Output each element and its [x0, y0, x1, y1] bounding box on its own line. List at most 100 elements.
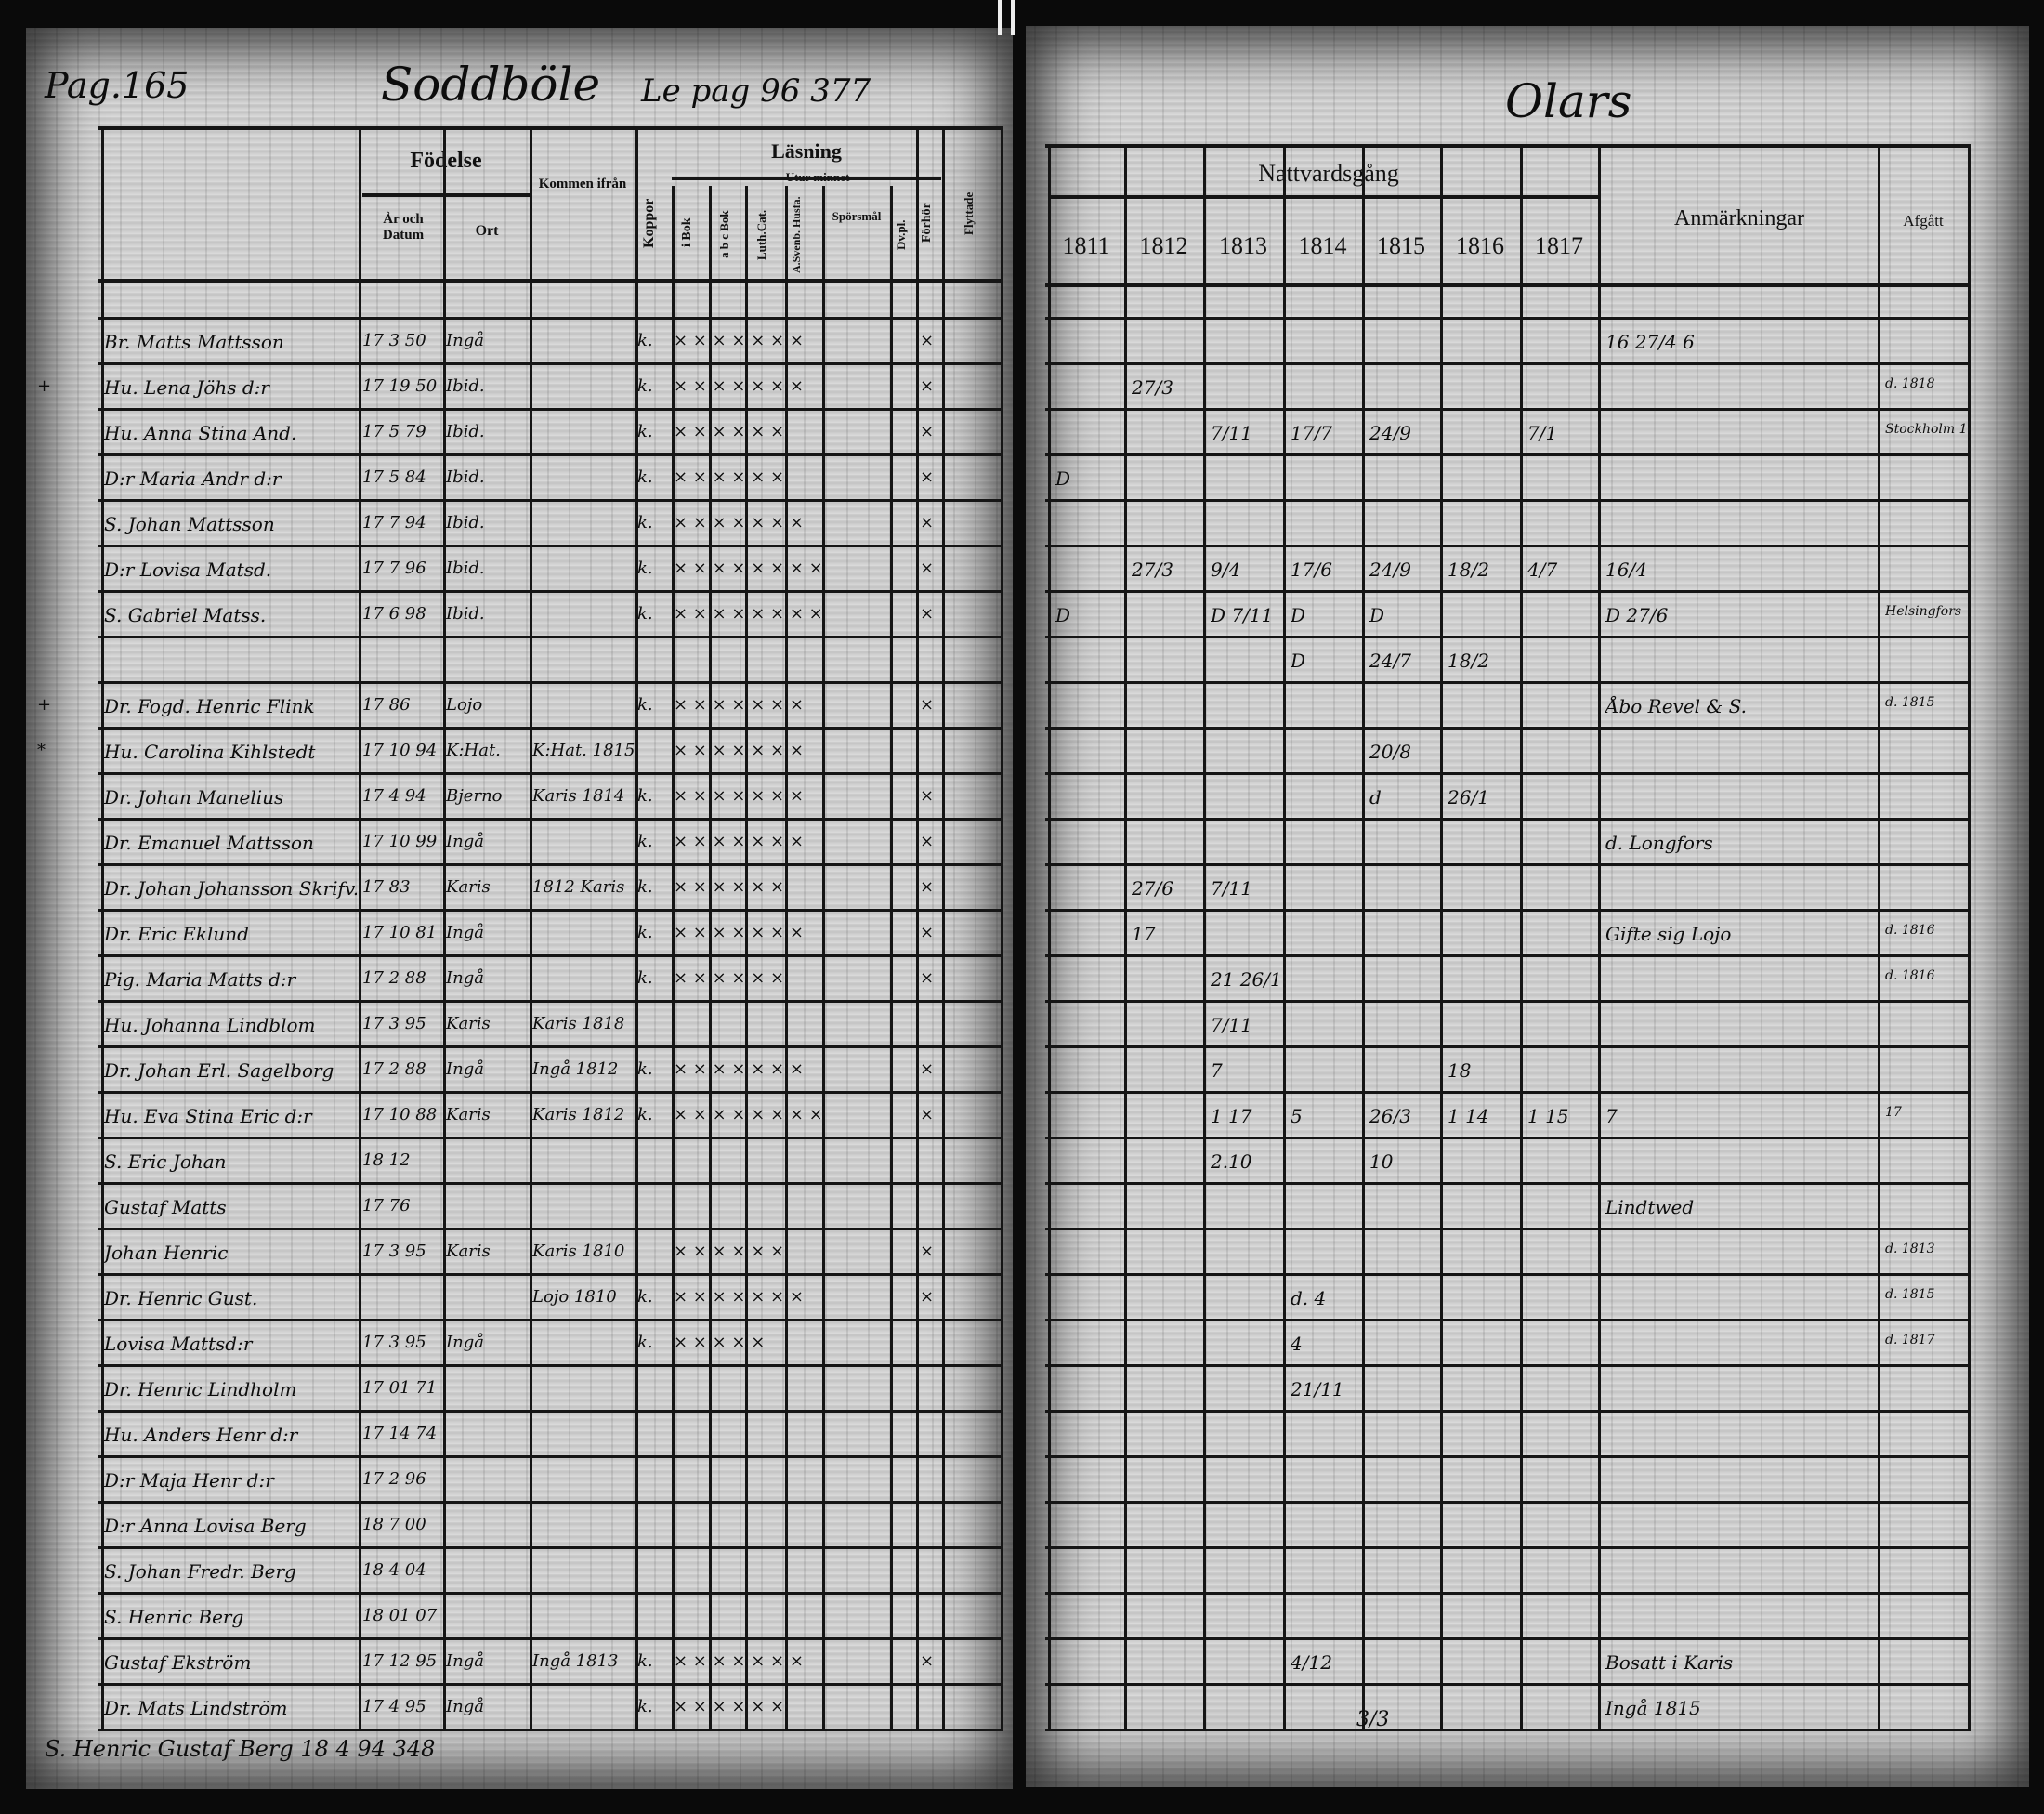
- ruled-line: [98, 863, 1003, 866]
- person-name: Dr. Johan Manelius: [104, 786, 284, 808]
- year-header-1813: 1813: [1219, 232, 1267, 259]
- person-name: Dr. Emanuel Mattsson: [104, 832, 314, 854]
- ruled-line: [98, 590, 1003, 593]
- ruled-line: [98, 1683, 1003, 1686]
- ruled-line: [98, 818, 1003, 821]
- ruled-line: [1045, 1455, 1971, 1458]
- year-header-1815: 1815: [1377, 232, 1425, 259]
- person-name: Hu. Anders Henr d:r: [104, 1424, 298, 1446]
- left-page: [26, 28, 1013, 1789]
- year-header-1814: 1814: [1298, 232, 1347, 259]
- birth-date: 17 3 95: [362, 1242, 426, 1261]
- ruled-line: [101, 130, 104, 1731]
- page-reference: Le pag 96 377: [641, 72, 871, 110]
- ruled-line: [98, 1045, 1003, 1048]
- person-name: Pig. Maria Matts d:r: [104, 968, 296, 991]
- ruled-line: [916, 130, 919, 1731]
- communion-entry-1812: 27/6: [1132, 877, 1173, 900]
- reading-marks: × × × × × × ×: [674, 376, 804, 396]
- communion-entry-1815: 10: [1369, 1150, 1394, 1173]
- forhor-mark: ×: [920, 559, 935, 578]
- forhor-mark: ×: [920, 1105, 935, 1124]
- person-name: D:r Maria Andr d:r: [104, 467, 282, 490]
- forhor-mark: ×: [920, 1059, 935, 1079]
- moved-from: Karis 1814: [532, 786, 625, 806]
- person-name: Br. Matts Mattsson: [104, 331, 284, 353]
- ruled-line: [98, 454, 1003, 456]
- communion-entry-notes: 16/4: [1605, 559, 1647, 581]
- ruled-line: [1968, 147, 1971, 1731]
- birth-place: Bjerno: [446, 786, 503, 806]
- reading-marks: × × × × × × ×: [674, 832, 804, 851]
- page-number: Pag.165: [45, 65, 190, 106]
- birth-date: 17 83: [362, 877, 411, 897]
- forhor-mark: ×: [920, 467, 935, 487]
- header-lasning: Läsning: [771, 139, 842, 163]
- koppor-mark: k.: [637, 695, 653, 715]
- communion-entry-1812: 27/3: [1132, 559, 1173, 581]
- header-nattvardsgang: Nattvardsgång: [1258, 160, 1399, 187]
- koppor-mark: k.: [637, 1059, 653, 1079]
- moved-from: 1812 Karis: [532, 877, 625, 897]
- person-name: Gustaf Matts: [104, 1196, 227, 1218]
- ruled-line: [1045, 772, 1971, 775]
- ruled-line: [1045, 1410, 1971, 1413]
- birth-date: 17 4 94: [362, 786, 426, 806]
- birth-place: Karis: [446, 1105, 491, 1124]
- forhor-mark: ×: [920, 604, 935, 624]
- birth-date: 17 76: [362, 1196, 411, 1216]
- ruled-line: [1045, 681, 1971, 684]
- communion-entry-1814: d. 4: [1291, 1287, 1327, 1309]
- village-name: Soddböle: [381, 58, 601, 112]
- ruled-line: [1045, 317, 1971, 320]
- koppor-mark: k.: [637, 786, 653, 806]
- ruled-line: [1045, 1000, 1971, 1003]
- person-name: Dr. Mats Lindström: [104, 1697, 288, 1719]
- ruled-line: [98, 954, 1003, 957]
- birth-date: 18 01 07: [362, 1606, 438, 1625]
- koppor-mark: k.: [637, 1287, 653, 1307]
- ruled-line: [709, 186, 712, 1731]
- ruled-line: [98, 772, 1003, 775]
- communion-entry-1813: 21 26/10: [1211, 968, 1281, 991]
- person-name: Hu. Eva Stina Eric d:r: [104, 1105, 312, 1127]
- ruled-line: [1203, 147, 1206, 1731]
- ruled-line: [1045, 1091, 1971, 1094]
- communion-entry-1812: 27/3: [1132, 376, 1173, 399]
- birth-date: 17 5 84: [362, 467, 426, 487]
- communion-entry-1813: 7: [1211, 1059, 1223, 1082]
- communion-entry-1815: 24/9: [1369, 559, 1411, 581]
- communion-entry-1814: 4/12: [1291, 1651, 1332, 1674]
- birth-date: 17 01 71: [362, 1378, 438, 1398]
- ruled-line: [1045, 545, 1971, 547]
- forhor-mark: ×: [920, 1287, 935, 1307]
- person-name: Dr. Henric Lindholm: [104, 1378, 297, 1400]
- communion-entry-afgatt: d. 1818: [1885, 376, 1935, 391]
- ruled-line: [98, 126, 1003, 130]
- person-name: Dr. Eric Eklund: [104, 923, 249, 945]
- birth-date: 17 2 88: [362, 968, 426, 988]
- ruled-line: [1045, 1182, 1971, 1185]
- ruled-line: [1045, 1729, 1971, 1731]
- communion-entry-afgatt: d. 1817: [1885, 1333, 1935, 1347]
- person-name: S. Gabriel Matss.: [104, 604, 267, 626]
- ruled-line: [1045, 590, 1971, 593]
- birth-date: 17 5 79: [362, 422, 426, 441]
- communion-entry-1813: 7/11: [1211, 422, 1252, 444]
- ruled-line: [1045, 1228, 1971, 1230]
- ruled-line: [98, 499, 1003, 502]
- forhor-mark: ×: [920, 877, 935, 897]
- birth-date: 17 4 95: [362, 1697, 426, 1716]
- reading-marks: × × × × × × ×: [674, 695, 804, 715]
- koppor-mark: k.: [637, 923, 653, 942]
- header-kommen-ifran: Kommen ifrån: [538, 177, 627, 191]
- communion-entry-afgatt: 17: [1885, 1105, 1902, 1120]
- header-last-column: Flyttade: [962, 191, 976, 236]
- ruled-line: [1520, 147, 1523, 1731]
- communion-entry-afgatt: d. 1816: [1885, 923, 1935, 938]
- header-koppor: Koppor: [641, 198, 657, 248]
- ruled-line: [1045, 1501, 1971, 1504]
- ruled-line: [98, 1455, 1003, 1458]
- ruled-line: [1001, 130, 1003, 1731]
- forhor-mark: ×: [920, 513, 935, 532]
